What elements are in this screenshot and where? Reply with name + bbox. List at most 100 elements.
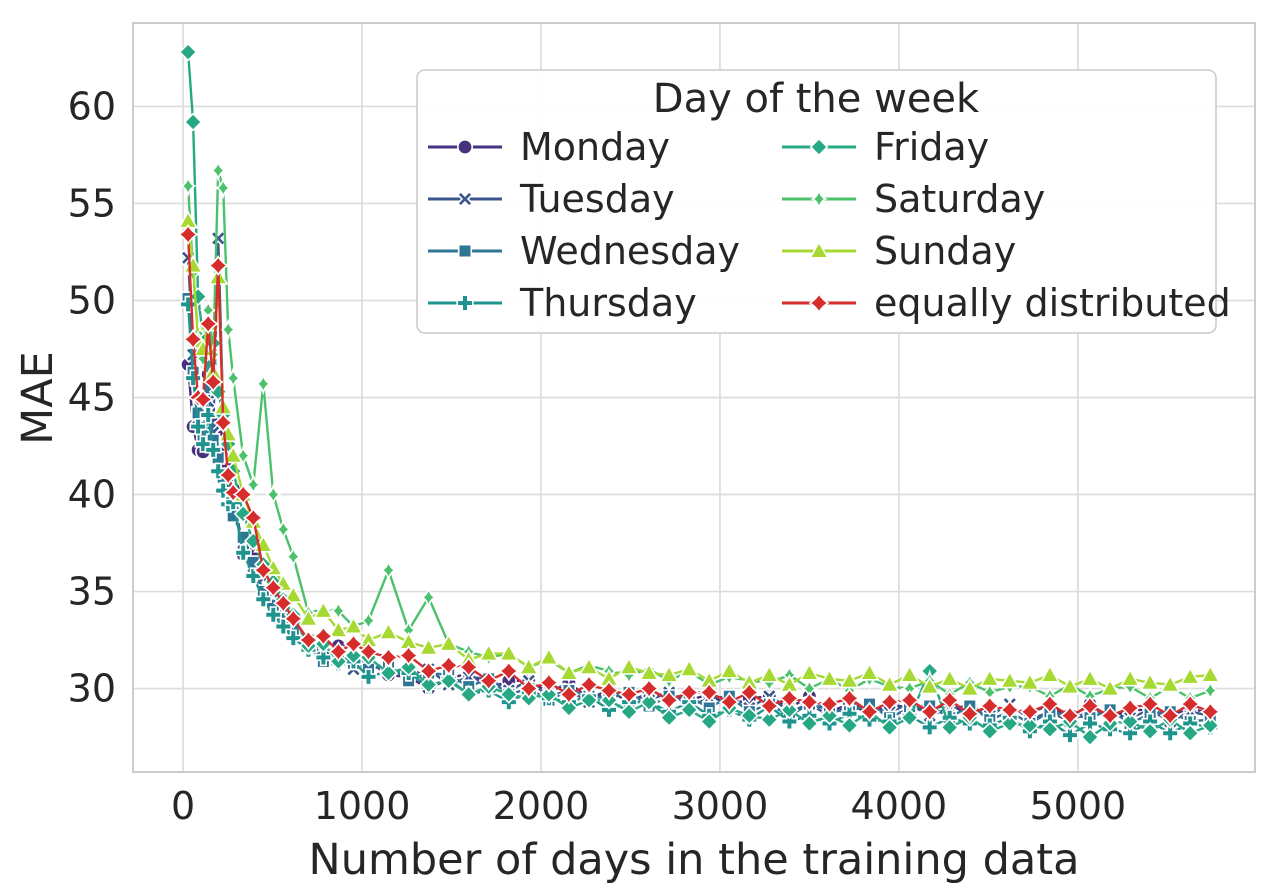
marker-equally-distributed (272, 592, 294, 614)
marker-friday (344, 646, 363, 666)
marker-saturday (179, 174, 197, 198)
marker-equally-distributed (438, 654, 460, 676)
marker-friday (178, 42, 198, 62)
marker-equally-distributed (999, 699, 1021, 721)
marker-thursday (264, 606, 282, 624)
marker-friday (840, 715, 859, 735)
legend-item-monday: Monday (428, 125, 670, 169)
marker-sunday (939, 668, 960, 687)
marker-saturday (284, 545, 303, 569)
marker-equally-distributed (838, 687, 861, 709)
marker-equally-distributed (598, 679, 620, 702)
marker-sunday (1099, 678, 1121, 697)
marker-friday (820, 706, 839, 726)
marker-equally-distributed (1059, 705, 1081, 727)
marker-friday (499, 684, 519, 704)
legend-label-saturday: Saturday (874, 177, 1045, 221)
legend-label-sunday: Sunday (874, 229, 1016, 273)
marker-sunday (819, 668, 840, 687)
marker-sunday (418, 637, 439, 656)
marker-sunday (328, 619, 349, 638)
marker-equally-distributed (698, 681, 720, 703)
marker-equally-distributed (1179, 693, 1201, 715)
tick-layer: 0 1000 2000 3000 4000 5000 30 35 40 45 50 55 60 (68, 84, 1127, 828)
legend-item-tuesday: Tuesday (428, 177, 675, 221)
marker-equally-distributed (618, 683, 640, 705)
marker-friday (539, 684, 559, 704)
marker-thursday (244, 567, 262, 585)
marker-equally-distributed (758, 695, 780, 717)
marker-thursday (314, 648, 332, 667)
x-tick-label-0: 0 (171, 784, 195, 828)
marker-equally-distributed (919, 701, 941, 723)
marker-equally-distributed (282, 608, 304, 630)
legend-marker-tuesday (456, 190, 474, 208)
marker-friday (1040, 719, 1060, 739)
marker-sunday (719, 660, 740, 679)
marker-equally-distributed (899, 689, 921, 711)
marker-equally-distributed (217, 464, 239, 486)
x-tick-label-5000: 5000 (1029, 784, 1126, 828)
marker-sunday (1160, 674, 1181, 693)
marker-equally-distributed (718, 691, 740, 713)
marker-equally-distributed (778, 687, 800, 709)
marker-saturday (234, 444, 252, 468)
marker-sunday (223, 445, 244, 464)
x-axis-label: Number of days in the training data (309, 835, 1080, 885)
marker-sunday (1059, 676, 1081, 695)
marker-equally-distributed (202, 371, 224, 393)
y-tick-label-50: 50 (68, 278, 116, 322)
marker-thursday (274, 617, 292, 636)
marker-sunday (759, 664, 780, 683)
marker-saturday (214, 176, 232, 200)
marker-sunday (298, 608, 319, 627)
marker-thursday (199, 406, 217, 424)
marker-friday (1020, 715, 1040, 735)
marker-equally-distributed (939, 689, 961, 711)
marker-equally-distributed (818, 693, 841, 715)
marker-sunday (343, 616, 364, 635)
marker-friday (183, 112, 203, 132)
legend-item-sunday: Sunday (782, 229, 1016, 273)
marker-equally-distributed (262, 577, 284, 599)
marker-friday (1120, 712, 1140, 731)
legend-item-thursday: Thursday (428, 281, 697, 325)
x-tick-label-4000: 4000 (851, 784, 948, 828)
legend-marker-friday (809, 137, 829, 157)
marker-friday (699, 712, 719, 731)
marker-equally-distributed (959, 703, 981, 725)
marker-equally-distributed (1139, 693, 1161, 715)
marker-equally-distributed (858, 701, 881, 723)
marker-equally-distributed (558, 683, 580, 705)
legend-marker-wednesday (457, 243, 473, 259)
marker-sunday (859, 662, 880, 681)
marker-sunday (1200, 664, 1221, 683)
marker-friday (900, 708, 920, 728)
marker-equally-distributed (207, 255, 229, 277)
marker-equally-distributed (1039, 693, 1061, 715)
marker-equally-distributed (182, 328, 204, 350)
marker-saturday (419, 585, 438, 609)
marker-friday (880, 717, 900, 737)
marker-sunday (799, 662, 820, 681)
marker-sunday (1119, 668, 1141, 687)
x-tick-label-1000: 1000 (314, 784, 411, 828)
marker-thursday (1161, 724, 1179, 742)
legend-label-monday: Monday (520, 125, 670, 169)
legend-item-equally-distributed: equally distributed (782, 281, 1231, 325)
marker-equally-distributed (658, 689, 680, 711)
marker-equally-distributed (478, 670, 500, 692)
marker-equally-distributed (979, 695, 1001, 717)
y-axis-label: MAE (13, 351, 63, 445)
marker-sunday (899, 664, 920, 683)
marker-sunday (518, 656, 539, 675)
marker-friday (759, 710, 779, 730)
marker-thursday (1121, 724, 1139, 742)
marker-equally-distributed (1019, 701, 1041, 723)
marker-equally-distributed (738, 681, 760, 703)
marker-sunday (679, 658, 700, 677)
marker-sunday (478, 643, 499, 662)
marker-equally-distributed (242, 507, 264, 529)
marker-friday (399, 657, 419, 677)
